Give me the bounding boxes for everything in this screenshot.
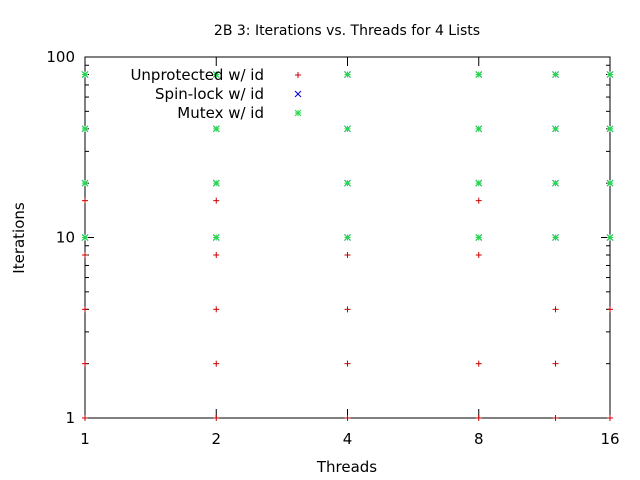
x-tick-label: 2 [211,430,221,448]
data-point [81,234,89,241]
x-axis-label: Threads [316,458,377,476]
data-point [82,306,88,313]
legend-marker [294,90,302,98]
data-point [607,415,613,421]
data-point [606,179,614,187]
data-point [81,179,89,187]
legend-marker [294,109,302,117]
data-point [213,251,220,258]
data-point [344,71,351,78]
data-point [552,71,559,78]
data-point [475,415,482,421]
data-point [475,179,483,187]
legend-label: Unprotected w/ id [130,66,264,84]
y-tick-label: 10 [56,229,75,247]
data-point [344,234,351,241]
data-point [82,251,88,258]
data-point [552,415,559,421]
data-point [606,125,614,133]
data-point [552,360,559,367]
data-point [344,251,351,258]
data-point [552,125,559,133]
data-point [82,415,88,421]
legend-label: Mutex w/ id [177,104,264,122]
data-points [81,71,614,421]
data-point [213,415,220,421]
data-point [82,360,88,367]
data-point [607,306,613,313]
data-point [212,234,220,241]
data-point [475,234,483,241]
legend-label: Spin-lock w/ id [155,85,264,103]
data-point [81,71,89,78]
data-point [344,306,351,313]
data-point [344,179,351,187]
data-point [552,179,559,187]
data-point [475,197,482,204]
x-tick-label: 4 [343,430,353,448]
x-tick-label: 8 [474,430,484,448]
data-point [81,125,89,133]
y-tick-label: 100 [46,48,75,66]
x-tick-label: 16 [600,430,619,448]
data-point [344,415,351,421]
y-axis-label: Iterations [10,202,28,274]
data-point [213,360,220,367]
data-point [475,71,483,78]
data-point [475,360,482,367]
data-point [213,197,220,204]
data-point [606,71,614,78]
y-tick-label: 1 [65,409,75,427]
data-point [344,125,351,133]
data-point [82,197,88,204]
data-point [212,179,220,187]
axes: 1 2 4 8 16 1 10 100 [46,48,619,448]
data-point [475,251,482,258]
data-point [606,234,614,241]
data-point [344,360,351,367]
data-point [475,125,483,133]
x-tick-label: 1 [80,430,90,448]
legend-marker [295,72,301,78]
data-point [213,306,220,313]
data-point [212,71,220,78]
data-point [552,306,559,313]
chart-title: 2B 3: Iterations vs. Threads for 4 Lists [214,23,480,39]
data-point [212,125,220,133]
data-point [552,234,559,241]
